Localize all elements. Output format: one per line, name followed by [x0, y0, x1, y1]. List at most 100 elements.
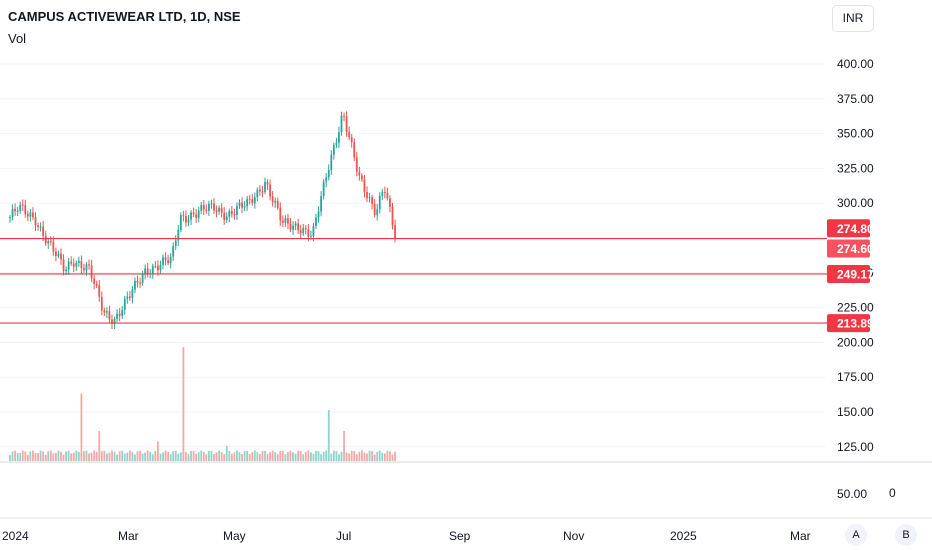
- candle-body: [126, 296, 129, 299]
- volume-bar: [93, 450, 96, 461]
- candle-body: [179, 215, 182, 231]
- price-tick-label: 175.00: [837, 370, 874, 384]
- volume-tick-label: 50.00: [837, 487, 867, 501]
- volume-bar: [187, 454, 190, 461]
- volume-bar: [185, 451, 187, 461]
- volume-bar: [345, 452, 348, 461]
- volume-bar: [90, 452, 93, 461]
- volume-bar: [218, 450, 220, 461]
- volume-bar: [108, 452, 111, 461]
- candle-body: [108, 311, 111, 320]
- volume-bar: [174, 450, 177, 461]
- candle-body: [218, 207, 220, 212]
- candle-body: [215, 210, 218, 212]
- volume-bar: [159, 453, 162, 461]
- time-tick-label: 2025: [670, 529, 697, 543]
- log-scale-button[interactable]: B: [895, 524, 917, 546]
- candle-body: [205, 209, 208, 211]
- candle-body: [256, 189, 259, 198]
- candle-body: [19, 204, 22, 211]
- volume-bar: [281, 451, 284, 461]
- volume-bar: [287, 452, 289, 461]
- grid-lines: [0, 63, 825, 448]
- candle-body: [213, 203, 215, 211]
- volume-bar: [167, 451, 169, 461]
- volume-bar: [256, 452, 259, 461]
- volume-bar: [233, 452, 236, 461]
- volume-bar: [279, 450, 282, 461]
- candle-body: [21, 204, 24, 206]
- volume-bar: [246, 450, 249, 461]
- candle-body: [276, 201, 279, 208]
- volume-bar: [322, 451, 325, 461]
- volume-bar: [343, 431, 345, 461]
- candle-body: [223, 212, 226, 220]
- volume-bar: [373, 454, 376, 461]
- candle-body: [34, 217, 37, 226]
- candle-body: [378, 195, 381, 210]
- volume-bar: [197, 452, 200, 461]
- volume-bar: [348, 453, 351, 461]
- candle-body: [16, 210, 19, 212]
- volume-bar: [111, 450, 113, 461]
- candle-body: [93, 278, 96, 284]
- candle-body: [345, 116, 348, 132]
- volume-bar: [128, 450, 131, 461]
- chart-title: CAMPUS ACTIVEWEAR LTD, 1D, NSE: [8, 9, 241, 24]
- volume-bar: [131, 451, 134, 461]
- candle-body: [72, 263, 75, 267]
- auto-scale-button[interactable]: A: [845, 524, 867, 546]
- volume-bar: [358, 451, 361, 461]
- volume-bar: [330, 453, 333, 461]
- volume-bar: [182, 347, 185, 461]
- volume-bar: [34, 453, 37, 461]
- volume-bar: [213, 453, 215, 461]
- time-axis[interactable]: 2024 Mar May Jul Sep Nov 2025 Mar: [2, 529, 811, 543]
- candle-body: [271, 196, 274, 203]
- volume-bar: [139, 450, 141, 461]
- time-tick-label: Sep: [449, 529, 471, 543]
- candle-body: [253, 197, 256, 204]
- price-tick-label: 375.00: [837, 92, 874, 106]
- volume-bar: [172, 451, 175, 461]
- volume-bar: [149, 451, 152, 461]
- candle-body: [310, 235, 312, 237]
- volume-bar: [230, 453, 233, 461]
- volume-bar: [312, 453, 315, 461]
- volume-bar: [269, 452, 271, 461]
- candle-body: [14, 208, 16, 212]
- candle-body: [259, 189, 261, 192]
- volume-bar: [52, 453, 55, 461]
- candle-body: [317, 211, 320, 218]
- volume-bar: [157, 441, 159, 461]
- candle-body: [230, 210, 233, 215]
- volume-bar: [376, 451, 379, 461]
- candle-body: [139, 282, 141, 284]
- candle-body: [49, 241, 52, 243]
- price-tick-label: 225.00: [837, 301, 874, 315]
- candle-body: [128, 296, 131, 299]
- volume-bar: [310, 452, 312, 461]
- candle-body: [37, 225, 39, 228]
- candle-body: [65, 269, 67, 272]
- candle-body: [9, 217, 11, 219]
- time-tick-label: May: [223, 529, 246, 543]
- candle-body: [294, 223, 297, 226]
- price-tick-label: 400.00: [837, 57, 874, 71]
- candle-body: [26, 214, 29, 217]
- volume-bar: [62, 454, 65, 461]
- volume-bar: [57, 450, 60, 461]
- horizontal-levels[interactable]: [0, 237, 827, 324]
- volume-bar: [368, 450, 371, 461]
- currency-button[interactable]: INR: [832, 5, 874, 32]
- candle-body: [330, 154, 333, 170]
- volume-bar: [225, 446, 228, 461]
- volume-bar: [77, 451, 80, 461]
- time-tick-label: Jul: [336, 529, 351, 543]
- volume-bar: [37, 452, 39, 461]
- volume-bar: [289, 450, 292, 461]
- candle-body: [312, 226, 315, 236]
- volume-bar: [261, 450, 264, 461]
- volume-bar: [332, 450, 335, 461]
